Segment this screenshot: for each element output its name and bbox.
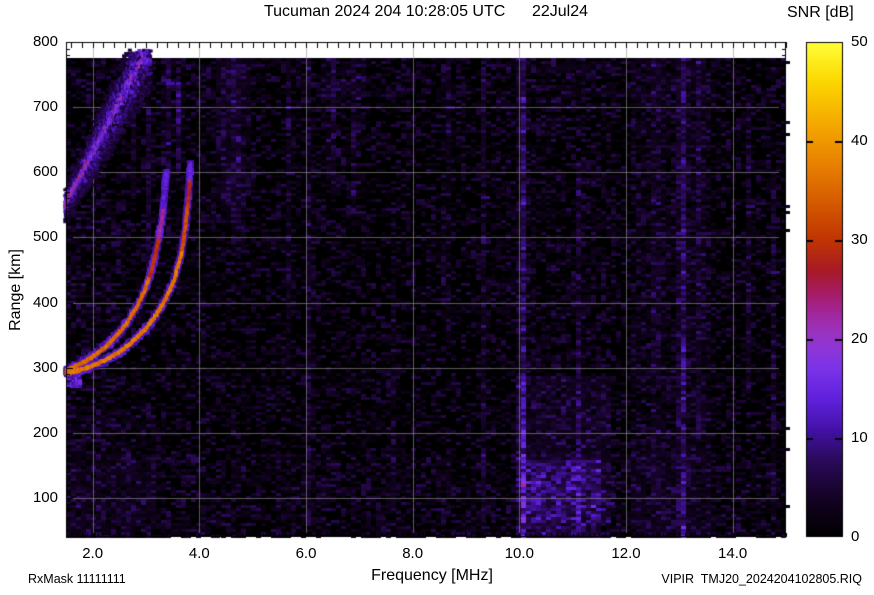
x-tick-label: 8.0 — [402, 545, 424, 562]
colorbar-title: SNR [dB] — [787, 4, 854, 21]
y-tick-label: 300 — [32, 358, 58, 376]
x-tick-label: 2.0 — [82, 545, 104, 562]
y-tick-label: 500 — [32, 228, 58, 246]
colorbar-tick-label: 50 — [851, 33, 868, 50]
colorbar-tick-label: 0 — [851, 528, 860, 545]
colorbar-tick-label: 10 — [851, 429, 868, 446]
chart-title: Tucuman 2024 204 10:28:05 UTC 22Jul24 — [263, 3, 589, 20]
colorbar-tick-label: 30 — [851, 231, 868, 248]
x-tick-label: 14.0 — [718, 545, 748, 562]
data-file-label: VIPIR TMJ20_2024204102805.RIQ — [661, 572, 862, 586]
y-tick-label: 700 — [32, 98, 58, 116]
y-tick-label: 800 — [32, 33, 58, 50]
y-tick-label: 100 — [32, 488, 58, 506]
x-tick-label: 6.0 — [295, 545, 317, 562]
colorbar-tick-label: 20 — [851, 330, 868, 347]
x-tick-label: 12.0 — [611, 545, 641, 562]
x-tick-label: 10.0 — [504, 545, 534, 562]
colorbar-tick-label: 40 — [851, 132, 868, 149]
rxmask-label: RxMask 11111111 — [28, 572, 126, 586]
y-tick-label: 400 — [32, 293, 58, 311]
y-tick-label: 600 — [32, 163, 58, 181]
x-axis-title: Frequency [MHz] — [371, 567, 493, 584]
y-axis-title: Range [km] — [7, 249, 24, 331]
y-tick-label: 200 — [32, 423, 58, 441]
x-tick-label: 4.0 — [188, 545, 210, 562]
